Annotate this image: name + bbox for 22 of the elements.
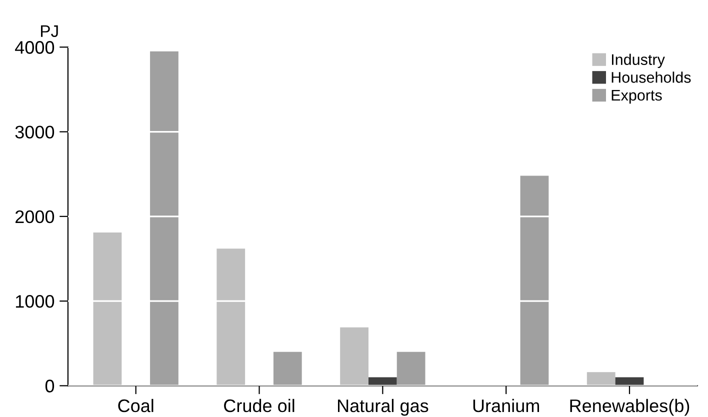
bar <box>216 248 246 386</box>
y-tick-label: 4000 <box>15 41 54 54</box>
bar <box>93 232 122 386</box>
x-tick-label: Uranium <box>473 398 540 412</box>
bar <box>520 176 549 386</box>
x-tick-label: Coal <box>118 398 154 412</box>
y-axis-title: PJ <box>41 25 58 38</box>
legend-label: Industry <box>612 54 665 68</box>
bar <box>273 352 302 386</box>
legend-label: Households <box>612 72 691 83</box>
y-tick-label: 0 <box>45 380 54 392</box>
y-tick-label: 3000 <box>15 126 54 138</box>
x-tick-label: Renewables(b) <box>570 398 690 416</box>
bar <box>340 327 368 386</box>
bar <box>396 352 426 386</box>
x-tick-label: Natural gas <box>338 398 428 416</box>
y-tick-label: 1000 <box>16 295 54 308</box>
bar <box>586 372 616 386</box>
x-tick-label: Crude oil <box>224 398 294 412</box>
bar <box>150 51 178 386</box>
legend-label: Exports <box>612 90 662 104</box>
y-tick-label: 2000 <box>16 210 54 224</box>
